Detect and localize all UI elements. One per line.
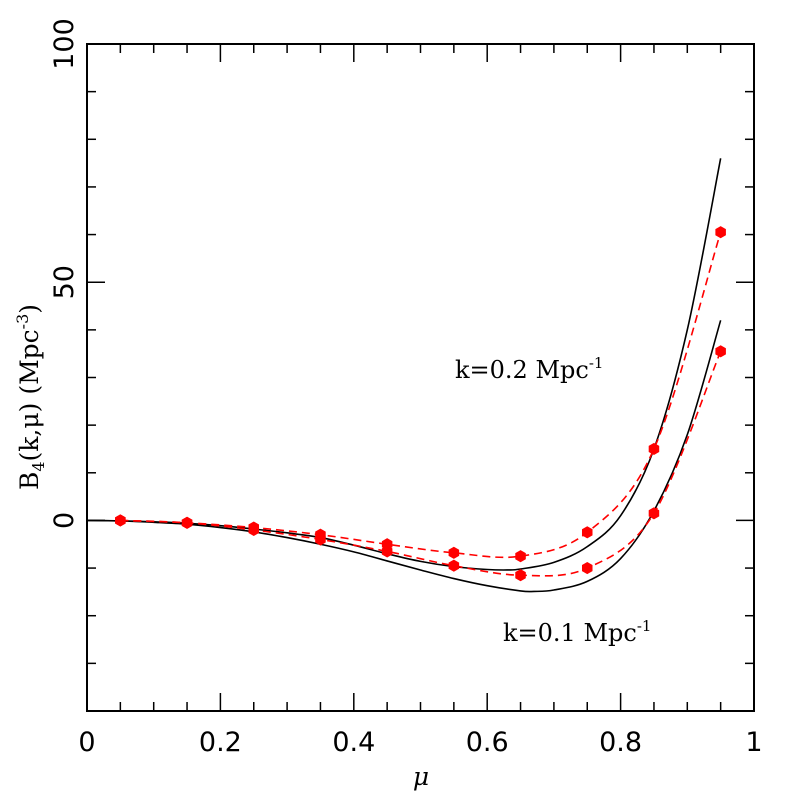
series-line-model-k02 xyxy=(120,231,722,559)
series-line-theory-k02 xyxy=(86,158,722,571)
data-point-model-k01 xyxy=(181,516,193,529)
data-point-model-k02 xyxy=(515,550,526,563)
data-point-model-k01 xyxy=(715,345,726,358)
annotation-k02-text: k=0.2 Mpc xyxy=(455,356,589,384)
y-axis-label: B4(k,μ) (Mpc-3) xyxy=(13,304,48,490)
x-tick-label: 0 xyxy=(78,727,95,758)
series-line-model-k01 xyxy=(120,350,722,577)
y-axis-label-rest: (k,μ) (Mpc xyxy=(15,329,44,461)
data-point-model-k02 xyxy=(448,546,460,559)
y-axis-label-end: ) xyxy=(15,304,44,314)
x-tick-label: 1 xyxy=(745,727,762,758)
data-point-model-k02 xyxy=(648,442,660,456)
tick-labels-layer: 0 0.2 0.4 0.6 0.8 1 0 50 100 xyxy=(49,18,763,758)
x-tick-label: 0.8 xyxy=(599,727,642,758)
y-tick-label: 100 xyxy=(49,18,80,70)
data-point-model-k01 xyxy=(315,533,326,546)
data-point-model-k01 xyxy=(448,559,460,572)
data-point-model-k01 xyxy=(248,523,260,537)
series-line-theory-k01 xyxy=(86,320,722,593)
annotation-k02-sup: -1 xyxy=(589,354,604,372)
y-axis-label-sub: 4 xyxy=(29,461,48,471)
x-axis-label: μ xyxy=(413,762,429,791)
y-axis-label-sup: -3 xyxy=(13,314,32,330)
annotation-k01-text: k=0.1 Mpc xyxy=(503,619,637,647)
x-tick-label: 0.2 xyxy=(199,727,242,758)
data-point-model-k02 xyxy=(715,226,726,239)
data-point-model-k01 xyxy=(581,561,593,575)
data-point-model-k01 xyxy=(515,569,526,582)
curves-layer xyxy=(86,158,722,593)
plot-frame xyxy=(86,43,755,712)
data-point-model-k01 xyxy=(648,507,660,520)
x-tick-label: 0.6 xyxy=(466,727,509,758)
data-point-model-k01 xyxy=(115,514,126,527)
data-point-model-k01 xyxy=(381,545,393,558)
x-tick-label: 0.4 xyxy=(332,727,375,758)
y-tick-label: 0 xyxy=(49,512,80,529)
ticks-layer xyxy=(86,43,755,712)
annotation-k02: k=0.2 Mpc-1 xyxy=(455,354,603,384)
y-axis-label-main: B xyxy=(15,472,44,490)
annotation-k01: k=0.1 Mpc-1 xyxy=(503,617,651,647)
data-point-model-k02 xyxy=(581,526,593,539)
markers-layer xyxy=(115,226,726,582)
y-tick-label: 50 xyxy=(49,265,80,299)
annotation-k01-sup: -1 xyxy=(637,617,652,635)
